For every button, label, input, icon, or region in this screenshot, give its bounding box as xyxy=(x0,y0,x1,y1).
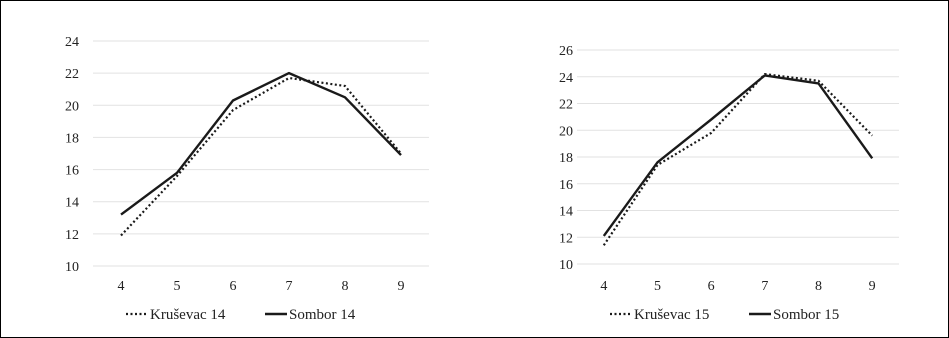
y-tick-label: 14 xyxy=(65,196,79,211)
series-line-kru-evac-14 xyxy=(120,76,402,237)
series-line-kru-evac-15 xyxy=(602,72,873,246)
series-line-sombor-15 xyxy=(602,74,874,237)
x-tick-label: 8 xyxy=(815,279,822,294)
x-tick-label: 4 xyxy=(600,279,607,294)
y-tick-label: 24 xyxy=(559,71,573,86)
x-tick-label: 7 xyxy=(286,279,293,294)
series-line-sombor-14 xyxy=(120,71,402,216)
x-tick-label: 5 xyxy=(174,279,181,294)
x-tick-label: 9 xyxy=(869,279,876,294)
chart-krusevac-sombor-14: 10 12 14 16 18 20 22 24 4 5 6 7 8 9 Kruševac 14 Sombor … xyxy=(65,35,429,323)
y-tick-label: 18 xyxy=(65,131,79,146)
y-tick-label: 26 xyxy=(559,44,573,59)
x-tick-label: 5 xyxy=(654,279,661,294)
legend-label: Kruševac 15 xyxy=(634,307,709,323)
legend-label: Sombor 14 xyxy=(289,307,356,323)
chart-krusevac-sombor-15: 10 12 14 16 18 20 22 24 26 4 5 6 7 8 9 Kruševac 15 Sombo… xyxy=(559,44,899,323)
y-tick-label: 22 xyxy=(65,67,79,82)
y-tick-label: 10 xyxy=(559,258,573,273)
legend-label: Sombor 15 xyxy=(773,307,839,323)
x-tick-label: 8 xyxy=(342,279,349,294)
y-tick-label: 18 xyxy=(559,151,573,166)
y-tick-label: 12 xyxy=(559,231,573,246)
y-tick-label: 14 xyxy=(559,205,573,220)
x-tick-label: 7 xyxy=(761,279,768,294)
x-tick-label: 6 xyxy=(708,279,715,294)
y-tick-label: 24 xyxy=(65,35,79,50)
y-tick-label: 20 xyxy=(65,99,79,114)
y-tick-label: 16 xyxy=(65,164,79,179)
y-tick-label: 20 xyxy=(559,124,573,139)
y-tick-label: 12 xyxy=(65,228,79,243)
x-tick-label: 6 xyxy=(230,279,237,294)
y-tick-label: 22 xyxy=(559,98,573,113)
y-tick-label: 16 xyxy=(559,178,573,193)
x-tick-label: 4 xyxy=(118,279,125,294)
x-tick-label: 9 xyxy=(398,279,405,294)
legend-label: Kruševac 14 xyxy=(150,307,226,323)
y-tick-label: 10 xyxy=(65,260,79,275)
